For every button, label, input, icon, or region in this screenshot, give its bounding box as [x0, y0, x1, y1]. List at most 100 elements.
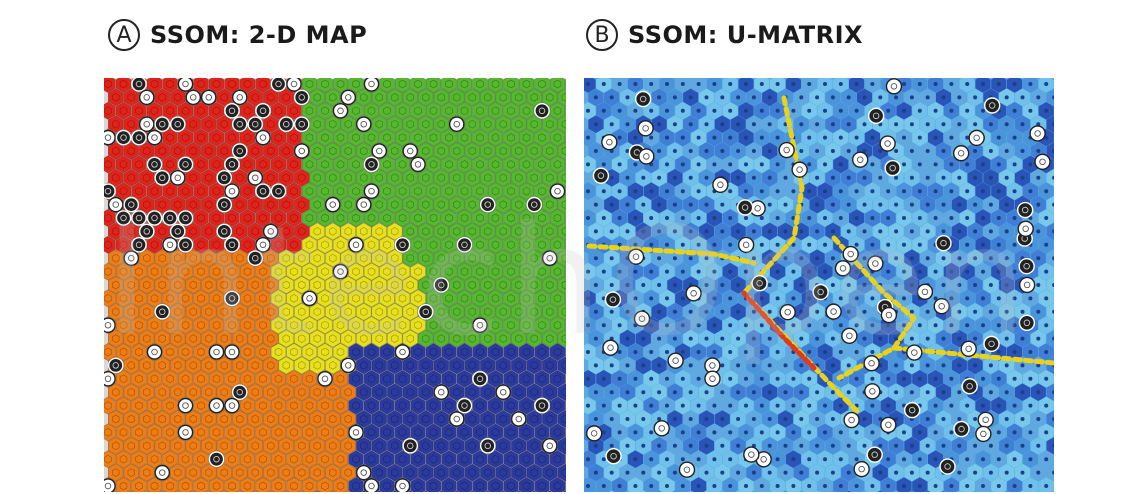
- u-matrix-node: [728, 216, 733, 220]
- map-node: [294, 302, 310, 321]
- map-node: [456, 316, 473, 335]
- map-node: [216, 249, 232, 268]
- map-node: [518, 262, 535, 281]
- map-node: [503, 128, 519, 147]
- map-node: [448, 410, 465, 428]
- map-node: [146, 262, 163, 281]
- map-node: [534, 182, 550, 201]
- u-matrix-node: [633, 403, 638, 408]
- map-node: [449, 383, 465, 402]
- u-matrix-node: [617, 242, 622, 247]
- u-matrix-labeled-node: [667, 352, 684, 369]
- u-matrix-node: [633, 242, 638, 247]
- map-node: [154, 142, 170, 160]
- u-matrix-node: [988, 470, 993, 475]
- map-node: [301, 101, 318, 120]
- map-node: [239, 477, 256, 492]
- map-node: [283, 490, 289, 492]
- map-node: [394, 396, 411, 415]
- map-node: [309, 436, 325, 455]
- u-matrix-node: [902, 242, 906, 247]
- map-node: [270, 78, 287, 93]
- map-node: [423, 490, 429, 492]
- map-node: [531, 490, 537, 492]
- map-node: [464, 383, 480, 402]
- u-matrix-node: [925, 95, 930, 100]
- u-matrix-node: [823, 323, 827, 328]
- u-matrix-labeled-node: [602, 339, 619, 356]
- map-node: [425, 477, 442, 492]
- u-matrix-labeled-node: [653, 420, 670, 437]
- map-node: [340, 142, 356, 160]
- map-node: [387, 168, 403, 187]
- map-node: [356, 410, 372, 428]
- u-matrix-labeled-node: [605, 447, 622, 465]
- map-node: [410, 396, 426, 415]
- u-matrix-node: [1044, 350, 1049, 354]
- u-matrix-node: [633, 484, 638, 488]
- u-matrix-node: [791, 457, 796, 462]
- u-matrix-node: [586, 376, 590, 381]
- map-node: [487, 343, 504, 361]
- u-matrix-node: [641, 390, 646, 395]
- map-node: [123, 329, 139, 348]
- map-node: [286, 262, 302, 281]
- map-node: [402, 329, 418, 348]
- map-node: [340, 249, 356, 268]
- map-node: [146, 369, 163, 388]
- u-matrix-node: [846, 175, 851, 180]
- u-matrix-node: [775, 108, 780, 113]
- u-matrix-node: [894, 443, 899, 448]
- map-node: [131, 369, 147, 388]
- map-node: [317, 101, 333, 120]
- map-node: [511, 302, 527, 321]
- u-matrix-node: [1036, 149, 1041, 153]
- map-node: [495, 302, 511, 321]
- map-node: [162, 155, 178, 174]
- u-matrix-labeled-node-ring: [1034, 130, 1041, 137]
- map-node: [456, 477, 473, 492]
- map-node: [232, 195, 248, 214]
- u-matrix-node: [744, 82, 748, 86]
- u-matrix-node: [973, 470, 978, 475]
- u-matrix-node: [933, 82, 938, 86]
- u-matrix-node: [712, 323, 717, 328]
- map-node: [472, 78, 488, 93]
- map-node: [263, 168, 279, 187]
- map-node: [557, 115, 566, 134]
- map-node: [418, 249, 434, 268]
- u-matrix-labeled-node: [751, 275, 768, 292]
- u-matrix-node: [633, 430, 638, 435]
- map-node: [208, 477, 225, 492]
- u-matrix-node: [996, 484, 1001, 488]
- u-matrix-node: [601, 376, 606, 381]
- u-matrix-node: [925, 336, 930, 341]
- u-matrix-node: [641, 175, 646, 180]
- map-node: [511, 383, 527, 402]
- map-node: [104, 209, 116, 227]
- map-node: [518, 289, 535, 308]
- map-node: [518, 396, 535, 415]
- map-node: [208, 235, 225, 254]
- u-matrix-node: [965, 269, 970, 274]
- u-matrix-node: [593, 443, 598, 448]
- u-matrix-node: [1020, 122, 1025, 127]
- u-matrix-node: [1036, 390, 1041, 395]
- u-matrix-node: [981, 296, 985, 301]
- u-matrix-node: [1012, 457, 1017, 462]
- map-node: [255, 128, 271, 147]
- u-matrix-node: [720, 283, 725, 287]
- u-matrix-node: [649, 403, 654, 408]
- map-node: [549, 289, 566, 308]
- u-matrix-node: [894, 229, 899, 234]
- u-matrix-node: [996, 242, 1001, 247]
- u-matrix-node: [633, 350, 638, 354]
- map-node: [410, 155, 426, 174]
- map-node: [495, 383, 512, 402]
- u-matrix-node: [870, 376, 875, 381]
- u-matrix-node: [988, 175, 993, 180]
- u-matrix-node: [783, 283, 788, 287]
- u-matrix-node: [672, 336, 677, 341]
- u-matrix-node: [665, 296, 669, 301]
- map-node: [480, 383, 496, 402]
